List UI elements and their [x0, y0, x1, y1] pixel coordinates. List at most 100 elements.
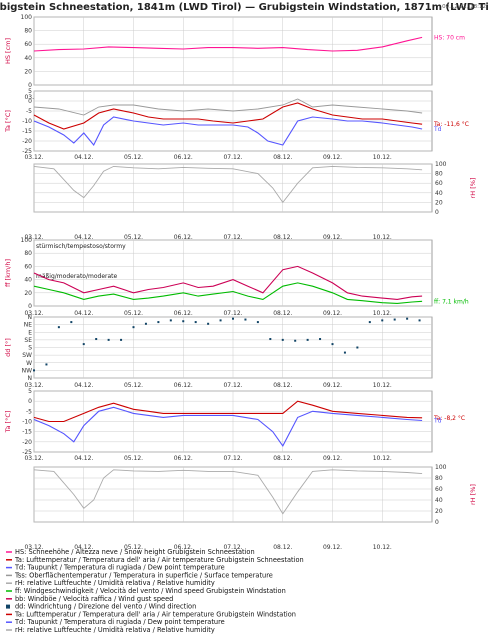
point-dd [281, 338, 284, 341]
x-tick-label: 03.12. [24, 234, 43, 241]
threshold-label-moderate: mäßig/moderato/moderate [36, 273, 118, 280]
y-tick-label: 80 [435, 475, 443, 482]
x-tick-label: 07.12. [223, 544, 242, 551]
x-tick-label: 10.12. [373, 382, 392, 389]
point-dd [107, 338, 110, 341]
x-tick-label: 07.12. [223, 154, 242, 161]
x-tick-label: 04.12. [74, 382, 93, 389]
x-tick-label: 06.12. [174, 382, 193, 389]
y-tick-label: 100 [435, 464, 447, 471]
legend-item-dd: dd: Windrichtung / Direzione del vento /… [6, 603, 196, 611]
point-dd [33, 369, 35, 372]
legend-item-Td: Td: Taupunkt / Temperatura di rugiada / … [6, 564, 225, 572]
y-axis-label: rH [%] [469, 484, 477, 505]
x-tick-label: 03.12. [24, 154, 43, 161]
x-tick-label: 04.12. [74, 154, 93, 161]
point-dd [45, 363, 48, 366]
x-tick-label: 03.12. [24, 544, 43, 551]
y-tick-label: -25 [22, 148, 32, 155]
point-dd [319, 338, 322, 341]
x-tick-label: 08.12. [273, 154, 292, 161]
y-tick-label: 5 [28, 388, 32, 395]
y-axis-label: Ta [°C] [4, 411, 12, 434]
series-line-bb [33, 265, 423, 300]
legend-item-Td: Td: Taupunkt / Temperatura di rugiada / … [6, 618, 225, 626]
series-line-rH [33, 469, 423, 515]
y-tick-label: E [28, 329, 32, 336]
legend-label: rH: relative Luftfeuchte / Umidità relat… [15, 626, 215, 634]
x-tick-label: 09.12. [323, 455, 342, 462]
point-dd [244, 318, 247, 321]
point-dd [219, 319, 222, 322]
y-tick-label: 60 [24, 263, 32, 270]
series-annotation-Ta: Ta: -11,6 °C [433, 121, 469, 128]
y-tick-label: 80 [24, 250, 32, 257]
point-dd [393, 318, 396, 321]
x-tick-label: 03.12. [24, 455, 43, 462]
x-tick-label: 10.12. [373, 544, 392, 551]
y-tick-label: 100 [21, 237, 33, 244]
legend-swatch-dd [6, 604, 10, 609]
chart-legend: HS: Schneehöhe / Altezza neve / Snow hei… [6, 548, 304, 634]
point-dd [381, 319, 384, 322]
legend-item-rH: rH: relative Luftfeuchte / Umidità relat… [6, 626, 215, 634]
point-dd [343, 351, 346, 354]
chart-panels: 02040608010003.12.04.12.05.12.06.12.07.1… [4, 14, 477, 551]
x-tick-label: 06.12. [174, 544, 193, 551]
y-tick-label: 60 [435, 180, 443, 187]
y-tick-label: -10 [22, 118, 32, 125]
point-dd [169, 319, 172, 322]
y-tick-label: -20 [22, 439, 32, 446]
x-tick-label: 06.12. [174, 455, 193, 462]
legend-item-Tss: Tss: Oberflächentemperatur / Temperatura… [6, 571, 273, 579]
y-tick-label: N [28, 375, 33, 382]
y-tick-label: 0 [28, 82, 32, 89]
y-tick-label: -20 [22, 138, 32, 145]
x-tick-label: 05.12. [124, 455, 143, 462]
y-tick-label: 60 [24, 41, 32, 48]
legend-item-HS: HS: Schneehöhe / Altezza neve / Snow hei… [6, 548, 255, 556]
y-axis-label: dd [°] [4, 338, 12, 357]
series-annotation-Td: Td [433, 126, 442, 133]
series-line-Td [33, 116, 423, 147]
y-tick-label: S [28, 345, 32, 352]
panel-snow_height: 02040608010003.12.04.12.05.12.06.12.07.1… [4, 14, 465, 101]
y-tick-label: 40 [24, 55, 32, 62]
y-tick-label: W [26, 360, 32, 367]
y-tick-label: 0 [28, 98, 32, 105]
series-annotation-ff: ff: 7,1 km/h [434, 298, 469, 305]
legend-label: Ta: Lufttemperatur / Temperatura dell' a… [14, 610, 296, 618]
x-tick-label: 10.12. [373, 234, 392, 241]
point-dd [95, 338, 98, 341]
y-tick-label: -5 [26, 408, 32, 415]
x-tick-label: 09.12. [323, 234, 342, 241]
y-tick-label: -25 [22, 449, 32, 456]
point-dd [82, 343, 85, 346]
x-tick-label: 09.12. [323, 310, 342, 317]
legend-label: rH: relative Luftfeuchte / Umidità relat… [15, 579, 215, 587]
y-tick-label: 0 [435, 519, 439, 526]
y-tick-label: 20 [24, 290, 32, 297]
y-tick-label: 40 [24, 277, 32, 284]
legend-item-ff: ff: Windgeschwindigkeit / Velocità del v… [6, 587, 286, 595]
y-axis-label: Ta [°C] [4, 110, 12, 133]
legend-item-rH: rH: relative Luftfeuchte / Umidità relat… [6, 579, 215, 587]
y-tick-label: 100 [435, 161, 447, 168]
x-tick-label: 05.12. [124, 310, 143, 317]
series-annotation-Ta: Ta: -8,2 °C [433, 415, 465, 422]
x-tick-label: 06.12. [174, 234, 193, 241]
x-tick-label: 04.12. [74, 455, 93, 462]
panel-temperature_windstation: -25 -20 -15 -10 -5 0 5 03.12. 04.12. 05.12. 06.12.… [4, 388, 465, 462]
series-line-Td [33, 406, 423, 447]
point-dd [157, 321, 160, 324]
series-line-Ta [33, 102, 423, 130]
y-tick-label: 20 [435, 508, 443, 515]
x-tick-label: 08.12. [273, 310, 292, 317]
y-tick-label: -5 [26, 108, 32, 115]
x-tick-label: 03.12. [24, 382, 43, 389]
y-tick-label: N [28, 314, 33, 321]
series-line-HS [33, 36, 423, 52]
legend-item-bb: bb: Windböe / Velocità raffica / Wind gu… [6, 595, 173, 603]
point-dd [182, 320, 185, 323]
